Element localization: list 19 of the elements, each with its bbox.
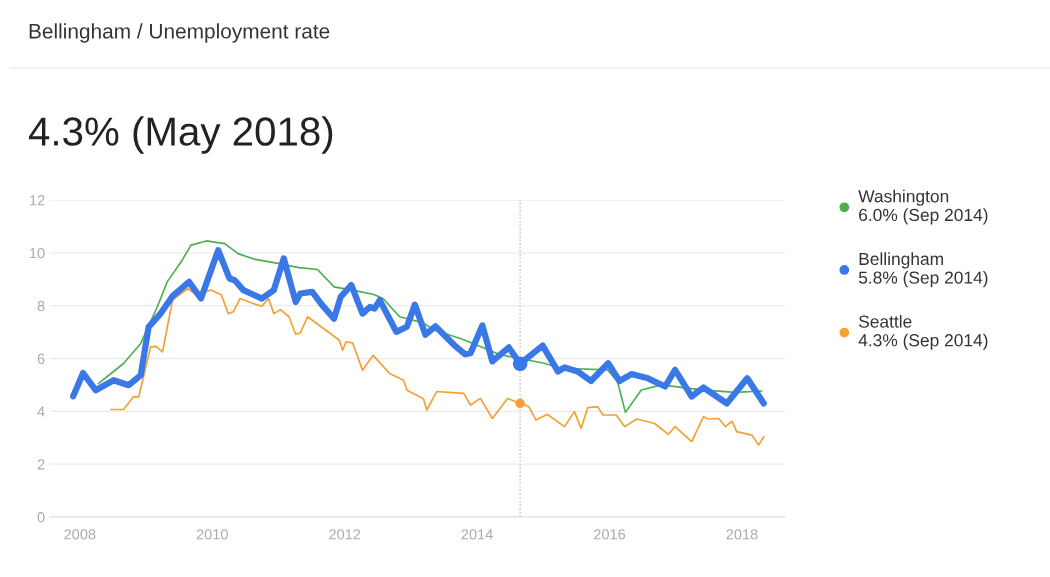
y-tick-label: 12 (30, 195, 45, 206)
x-tick-label: 2016 (594, 529, 626, 540)
line-series (110, 287, 765, 446)
chart-subtitle: 4.3% (May 2018) (28, 116, 333, 154)
legend-label: Bellingham 5.8% (Sep 2014) (858, 252, 988, 288)
y-tick-label: 8 (37, 300, 45, 312)
legend-label: Seattle 4.3% (Sep 2014) (858, 314, 988, 350)
y-tick-label: 10 (30, 247, 45, 259)
y-tick-label: 2 (37, 459, 45, 470)
chart-title: Bellingham / Unemployment rate (29, 23, 330, 43)
x-tick-label: 2018 (726, 529, 758, 540)
legend-label: Washington 6.0% (Sep 2014) (858, 189, 988, 225)
y-tick-label: 4 (37, 406, 45, 417)
y-tick-label: 6 (37, 353, 45, 364)
y-tick-label: 0 (37, 512, 45, 523)
x-tick-label: 2008 (64, 529, 96, 540)
x-tick-label: 2014 (461, 529, 493, 540)
x-tick-label: 2010 (196, 529, 228, 540)
x-tick-label: 2012 (329, 529, 361, 540)
